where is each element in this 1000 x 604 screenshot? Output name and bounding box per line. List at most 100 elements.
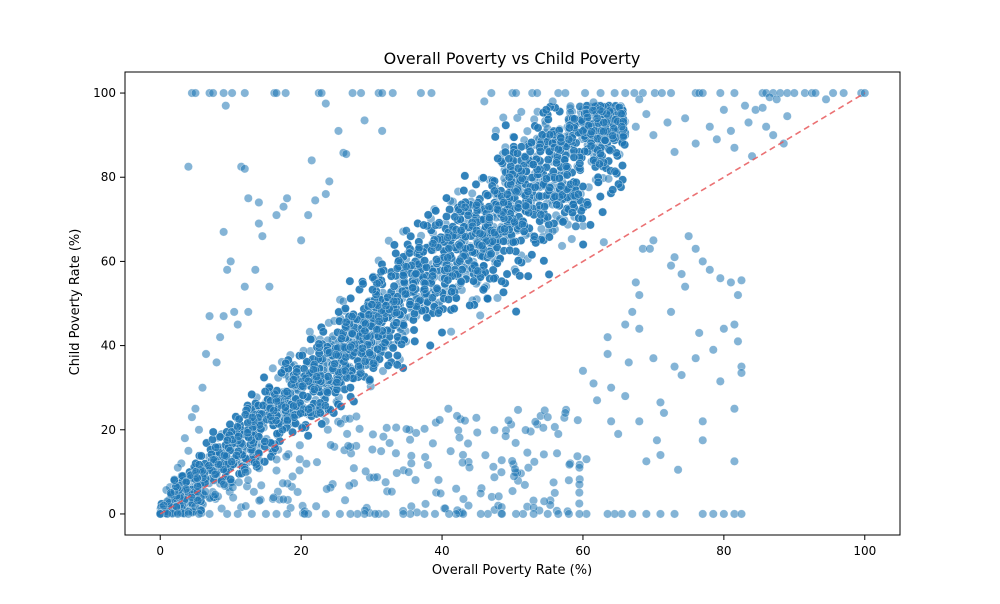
scatter-point xyxy=(585,220,595,230)
scatter-point xyxy=(456,277,466,287)
plot-area xyxy=(155,88,870,519)
scatter-point xyxy=(394,256,404,266)
scatter-point xyxy=(536,210,546,220)
scatter-point xyxy=(544,270,554,279)
scatter-point xyxy=(536,224,546,234)
scatter-point xyxy=(499,198,509,207)
scatter-point xyxy=(527,138,536,147)
scatter-point xyxy=(577,214,587,223)
scatter-point xyxy=(345,383,355,393)
scatter-point xyxy=(502,189,512,199)
scatter-point xyxy=(512,148,522,158)
scatter-point xyxy=(586,141,596,151)
scatter-point xyxy=(618,161,627,171)
scatter-point xyxy=(305,327,315,337)
scatter-point xyxy=(289,401,299,411)
scatter-point xyxy=(595,192,605,202)
scatter-point xyxy=(558,217,568,227)
scatter-point xyxy=(437,328,447,337)
scatter-point xyxy=(506,161,516,171)
scatter-point xyxy=(544,220,554,229)
scatter-point xyxy=(303,431,313,441)
scatter-point xyxy=(442,193,451,203)
scatter-point xyxy=(281,358,291,368)
scatter-point xyxy=(427,293,437,303)
scatter-point xyxy=(309,385,319,394)
scatter-point xyxy=(378,366,388,376)
scatter-point xyxy=(431,206,441,216)
scatter-point xyxy=(432,283,442,293)
scatter-point xyxy=(567,234,577,244)
scatter-point xyxy=(544,232,554,242)
scatter-point xyxy=(347,328,357,338)
scatter-point xyxy=(383,360,393,370)
scatter-point xyxy=(595,159,604,169)
scatter-point xyxy=(447,287,457,297)
scatter-point xyxy=(556,181,566,191)
scatter-point xyxy=(408,283,418,293)
scatter-point xyxy=(336,334,346,344)
scatter-point xyxy=(444,294,453,304)
scatter-point xyxy=(564,123,574,133)
scatter-point xyxy=(232,422,242,432)
scatter-point xyxy=(543,115,553,124)
scatter-point xyxy=(318,327,328,337)
scatter-point xyxy=(545,130,555,140)
scatter-point xyxy=(492,204,502,214)
scatter-point xyxy=(280,402,290,412)
scatter-point xyxy=(340,304,350,313)
scatter-point xyxy=(400,289,410,299)
scatter-point xyxy=(599,237,609,247)
scatter-point xyxy=(449,304,459,314)
scatter-point xyxy=(569,114,579,124)
scatter-point xyxy=(444,243,454,253)
scatter-point xyxy=(604,174,614,184)
scatter-point xyxy=(411,269,421,279)
scatter-point xyxy=(535,146,545,156)
scatter-point xyxy=(386,271,396,281)
scatter-point xyxy=(513,256,523,266)
scatter-point xyxy=(502,269,512,279)
scatter-point xyxy=(374,316,384,326)
scatter-point xyxy=(467,188,477,198)
scatter-point xyxy=(389,240,399,250)
scatter-point xyxy=(341,352,351,362)
scatter-point xyxy=(196,451,206,461)
scatter-point xyxy=(527,250,537,260)
scatter-point xyxy=(428,271,438,281)
scatter-point xyxy=(406,231,416,241)
scatter-point xyxy=(489,274,499,283)
scatter-point xyxy=(346,342,355,352)
scatter-point xyxy=(208,434,218,444)
scatter-point xyxy=(516,107,526,117)
scatter-point xyxy=(539,256,549,266)
scatter-point xyxy=(557,241,567,251)
scatter-point xyxy=(392,360,402,370)
scatter-point xyxy=(331,350,341,360)
scatter-point xyxy=(471,179,481,189)
scatter-point xyxy=(478,285,488,295)
scatter-point xyxy=(529,232,539,241)
scatter-point xyxy=(460,171,470,181)
scatter-point xyxy=(446,327,456,337)
scatter-point xyxy=(540,202,549,212)
scatter-point xyxy=(571,221,581,231)
scatter-point xyxy=(392,351,402,361)
scatter-point xyxy=(578,240,588,249)
scatter-point xyxy=(505,245,515,255)
scatter-point xyxy=(484,202,494,212)
scatter-point xyxy=(478,173,488,183)
scatter-point xyxy=(346,293,356,303)
scatter-point xyxy=(457,265,467,275)
scatter-point xyxy=(345,276,355,286)
scatter-point xyxy=(483,190,493,200)
scatter-point xyxy=(543,155,553,165)
scatter-point xyxy=(499,287,508,297)
scatter-point xyxy=(501,120,511,130)
scatter-point xyxy=(499,236,508,246)
scatter-point xyxy=(389,296,399,306)
scatter-point xyxy=(493,293,502,303)
scatter-point xyxy=(493,154,503,163)
scatter-point xyxy=(260,436,270,446)
